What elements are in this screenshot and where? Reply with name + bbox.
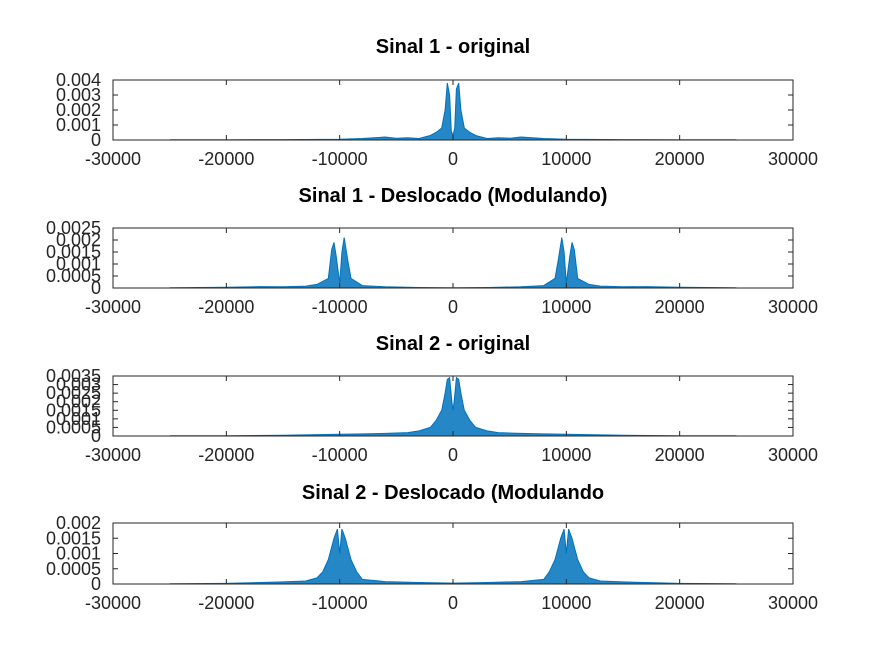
y-tick-label: 0.0005 — [46, 266, 101, 286]
x-tick-label: -20000 — [198, 445, 254, 465]
x-tick-label: 20000 — [655, 593, 705, 613]
subplot-title: Sinal 1 - original — [376, 36, 530, 58]
x-tick-label: -10000 — [312, 149, 368, 169]
x-tick-label: 30000 — [768, 445, 818, 465]
y-tick-label: 0.002 — [56, 392, 101, 412]
x-tick-label: 0 — [448, 297, 458, 317]
axes-box — [112, 79, 794, 141]
spectrum-line — [169, 528, 737, 585]
spectrum-area — [169, 377, 737, 436]
x-tick-label: -30000 — [85, 445, 141, 465]
subplot-title: Sinal 1 - Deslocado (Modulando) — [299, 185, 608, 207]
spectrum-line — [169, 237, 737, 289]
spectrum-area — [169, 237, 737, 288]
x-tick-label: -20000 — [198, 593, 254, 613]
spectrum-area — [169, 529, 737, 584]
subplot-2: Sinal 1 - Deslocado (Modulando) -30000 -20… — [46, 185, 818, 317]
y-tick-label: 0.001 — [56, 115, 101, 135]
x-tick-label: 20000 — [655, 297, 705, 317]
spectrum-line — [169, 376, 737, 437]
y-tick-label: 0.001 — [56, 409, 101, 429]
x-tick-label: -30000 — [85, 593, 141, 613]
x-tick-label: -30000 — [85, 149, 141, 169]
y-tick-label: 0.0015 — [46, 400, 101, 420]
y-tick-label: 0.001 — [56, 544, 101, 564]
subplot-title: Sinal 2 - Deslocado (Modulando — [302, 482, 604, 504]
y-tick-label: 0 — [91, 278, 101, 298]
y-tick-label: 0.0015 — [46, 242, 101, 262]
y-tick-label: 0.001 — [56, 254, 101, 274]
x-tick-label: 10000 — [541, 445, 591, 465]
x-tick-label: -10000 — [312, 445, 368, 465]
x-tick-label: 20000 — [655, 445, 705, 465]
y-tick-label: 0.003 — [56, 85, 101, 105]
x-tick-label: -10000 — [312, 593, 368, 613]
axes-box — [112, 522, 794, 585]
x-tick-label: -20000 — [198, 297, 254, 317]
x-tick-label: 0 — [448, 149, 458, 169]
x-tick-label: 10000 — [541, 149, 591, 169]
x-tick-label: 10000 — [541, 297, 591, 317]
spectrum-line — [169, 82, 737, 141]
y-tick-label: 0.002 — [56, 513, 101, 533]
x-tick-label: 30000 — [768, 297, 818, 317]
y-tick-label: 0.0025 — [46, 218, 101, 238]
y-tick-label: 0 — [91, 574, 101, 594]
axes-box — [112, 227, 794, 289]
x-tick-label: 10000 — [541, 593, 591, 613]
subplot-1: Sinal 1 - original -30000 -20000 -10000 0 100… — [56, 36, 818, 169]
y-tick-label: 0.0005 — [46, 417, 101, 437]
x-tick-label: 20000 — [655, 149, 705, 169]
y-tick-label: 0.004 — [56, 70, 101, 90]
y-tick-label: 0.0025 — [46, 383, 101, 403]
y-tick-label: 0 — [91, 130, 101, 150]
y-tick-label: 0 — [91, 426, 101, 446]
x-tick-label: -10000 — [312, 297, 368, 317]
x-tick-label: -30000 — [85, 297, 141, 317]
y-tick-label: 0.0035 — [46, 366, 101, 386]
x-tick-label: 0 — [448, 445, 458, 465]
x-tick-label: 0 — [448, 593, 458, 613]
x-tick-label: 30000 — [768, 593, 818, 613]
spectrum-area — [169, 83, 737, 140]
y-tick-label: 0.003 — [56, 375, 101, 395]
y-tick-label: 0.0015 — [46, 528, 101, 548]
x-tick-label: -20000 — [198, 149, 254, 169]
subplot-title: Sinal 2 - original — [376, 333, 530, 355]
subplot-4: Sinal 2 - Deslocado (Modulando -30000 -200… — [46, 482, 818, 613]
y-tick-label: 0.0005 — [46, 559, 101, 579]
y-tick-label: 0.002 — [56, 230, 101, 250]
subplot-3: Sinal 2 - original -30000 -20000 -10000 0 100… — [46, 333, 818, 465]
y-tick-label: 0.002 — [56, 100, 101, 120]
x-tick-label: 30000 — [768, 149, 818, 169]
